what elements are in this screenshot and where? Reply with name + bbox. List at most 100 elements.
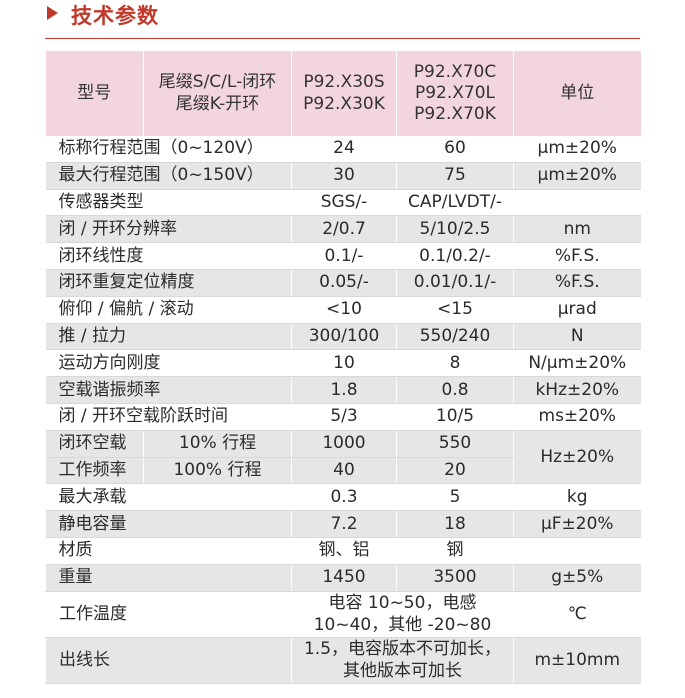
row-label: 最大承载: [45, 483, 292, 512]
table-header-row: 型号 尾缀S/C/L-闭环 尾缀K-开环 P92.X30S P92.X30K P…: [45, 51, 641, 136]
triangle-bullet-icon: [47, 6, 58, 20]
header-model-b: P92.X70C P92.X70L P92.X70K: [396, 51, 514, 136]
row-value-b: CAP/LVDT/-: [396, 189, 514, 217]
row-value-b: 75: [396, 162, 514, 190]
row-label: 材质: [45, 537, 292, 565]
freq-value-b: 20: [396, 457, 514, 485]
temp-value-line1: 电容 10~50，电感: [328, 592, 477, 613]
row-value-a: 0.05/-: [291, 269, 397, 297]
row-unit: N/μm±20%: [513, 349, 641, 378]
row-unit: %F.S.: [513, 242, 641, 270]
header-model-b-line2: P92.X70L: [414, 82, 496, 103]
row-value-a: 1450: [291, 564, 397, 592]
header-model-a-line1: P92.X30S: [303, 72, 385, 93]
table-row: 出线长 1.5，电容版本不可加长， 其他版本可加长 m±10mm: [45, 637, 641, 684]
freq-sub-label: 100% 行程: [143, 457, 292, 485]
row-value-b: 5/10/2.5: [396, 215, 514, 244]
row-value-a: 24: [291, 136, 397, 163]
row-value-a: <10: [291, 296, 397, 324]
row-unit: μrad: [513, 296, 641, 324]
header-tail: 尾缀S/C/L-闭环 尾缀K-开环: [143, 51, 292, 136]
row-label: 推 / 拉力: [45, 323, 292, 351]
temp-value: 电容 10~50，电感 10~40，其他 -20~80: [291, 591, 514, 638]
row-value-a: 1.8: [291, 376, 397, 404]
row-value-b: <15: [396, 296, 514, 324]
section-title: 技术参数: [71, 4, 159, 28]
table-row: 重量 1450 3500 g±5%: [45, 564, 641, 592]
header-model-a: P92.X30S P92.X30K: [291, 51, 397, 136]
row-value-b: 0.8: [396, 376, 514, 404]
row-unit: [513, 189, 641, 217]
row-unit: μm±20%: [513, 136, 641, 163]
row-unit: kHz±20%: [513, 376, 641, 404]
table-row: 闭环线性度 0.1/- 0.1/0.2/- %F.S.: [45, 242, 641, 270]
row-unit: [513, 537, 641, 565]
header-unit: 单位: [513, 51, 641, 136]
row-value-a: 10: [291, 349, 397, 378]
freq-value-b: 550: [396, 430, 514, 458]
table-row: 静电容量 7.2 18 μF±20%: [45, 510, 641, 538]
row-value-a: 300/100: [291, 323, 397, 351]
row-value-b: 5: [396, 483, 514, 512]
header-model-b-line1: P92.X70C: [413, 61, 497, 82]
row-label: 闭环重复定位精度: [45, 269, 292, 297]
row-value-a: 5/3: [291, 403, 397, 431]
freq-value-a: 1000: [291, 430, 397, 458]
freq-label-line2: 工作频率: [45, 457, 144, 485]
table-row: 闭环重复定位精度 0.05/- 0.01/0.1/- %F.S.: [45, 269, 641, 297]
table-row: 最大承载 0.3 5 kg: [45, 483, 641, 512]
row-label: 传感器类型: [45, 189, 292, 217]
freq-sub-label: 10% 行程: [143, 430, 292, 458]
table-row: 俯仰 / 偏航 / 滚动 <10 <15 μrad: [45, 296, 641, 324]
table-row: 空载谐振频率 1.8 0.8 kHz±20%: [45, 376, 641, 404]
row-label: 闭环线性度: [45, 242, 292, 270]
freq-unit: Hz±20%: [513, 430, 641, 485]
table-row: 最大行程范围（0~150V） 30 75 μm±20%: [45, 162, 641, 190]
spec-table: 型号 尾缀S/C/L-闭环 尾缀K-开环 P92.X30S P92.X30K P…: [45, 51, 641, 684]
row-value-b: 8: [396, 349, 514, 378]
row-value-a: 2/0.7: [291, 215, 397, 244]
freq-value-a: 40: [291, 457, 397, 485]
row-unit: %F.S.: [513, 269, 641, 297]
row-value-b: 0.1/0.2/-: [396, 242, 514, 270]
header-tail-line1: 尾缀S/C/L-闭环: [158, 72, 277, 93]
row-value-b: 0.01/0.1/-: [396, 269, 514, 297]
row-unit: μF±20%: [513, 510, 641, 538]
header-tail-line2: 尾缀K-开环: [175, 93, 260, 114]
row-value-b: 60: [396, 136, 514, 163]
cable-value-line1: 1.5，电容版本不可加长，: [303, 638, 502, 659]
temp-label: 工作温度: [45, 591, 292, 638]
row-value-a: 钢、铝: [291, 537, 397, 565]
row-value-a: 30: [291, 162, 397, 190]
row-label: 重量: [45, 564, 292, 592]
row-label: 标称行程范围（0~120V）: [45, 136, 292, 163]
row-label: 闭 / 开环空载阶跃时间: [45, 403, 292, 431]
row-value-b: 550/240: [396, 323, 514, 351]
row-unit: ms±20%: [513, 403, 641, 431]
temp-unit: ℃: [513, 591, 641, 638]
cable-value-line2: 其他版本可加长: [343, 661, 462, 682]
row-value-b: 10/5: [396, 403, 514, 431]
row-value-b: 3500: [396, 564, 514, 592]
header-model-a-line2: P92.X30K: [303, 93, 385, 114]
row-unit: N: [513, 323, 641, 351]
header-model: 型号: [45, 51, 144, 136]
table-row: 工作频率 100% 行程 40 20: [45, 457, 641, 485]
table-row: 闭 / 开环空载阶跃时间 5/3 10/5 ms±20%: [45, 403, 641, 431]
table-row: 闭 / 开环分辨率 2/0.7 5/10/2.5 nm: [45, 215, 641, 244]
row-unit: g±5%: [513, 564, 641, 592]
freq-label-line1: 闭环空载: [45, 430, 144, 458]
table-row: 闭环空载 10% 行程 1000 550 Hz±20%: [45, 430, 641, 485]
row-label: 空载谐振频率: [45, 376, 292, 404]
row-label: 俯仰 / 偏航 / 滚动: [45, 296, 292, 324]
table-row: 材质 钢、铝 钢: [45, 537, 641, 565]
cable-unit: m±10mm: [513, 637, 641, 684]
row-label: 静电容量: [45, 510, 292, 538]
table-row: 推 / 拉力 300/100 550/240 N: [45, 323, 641, 351]
table-row: 工作温度 电容 10~50，电感 10~40，其他 -20~80 ℃: [45, 591, 641, 638]
row-unit: kg: [513, 483, 641, 512]
section-header: 技术参数: [45, 0, 640, 39]
temp-value-line2: 10~40，其他 -20~80: [313, 615, 492, 636]
cable-label: 出线长: [45, 637, 292, 684]
row-label: 闭 / 开环分辨率: [45, 215, 292, 244]
